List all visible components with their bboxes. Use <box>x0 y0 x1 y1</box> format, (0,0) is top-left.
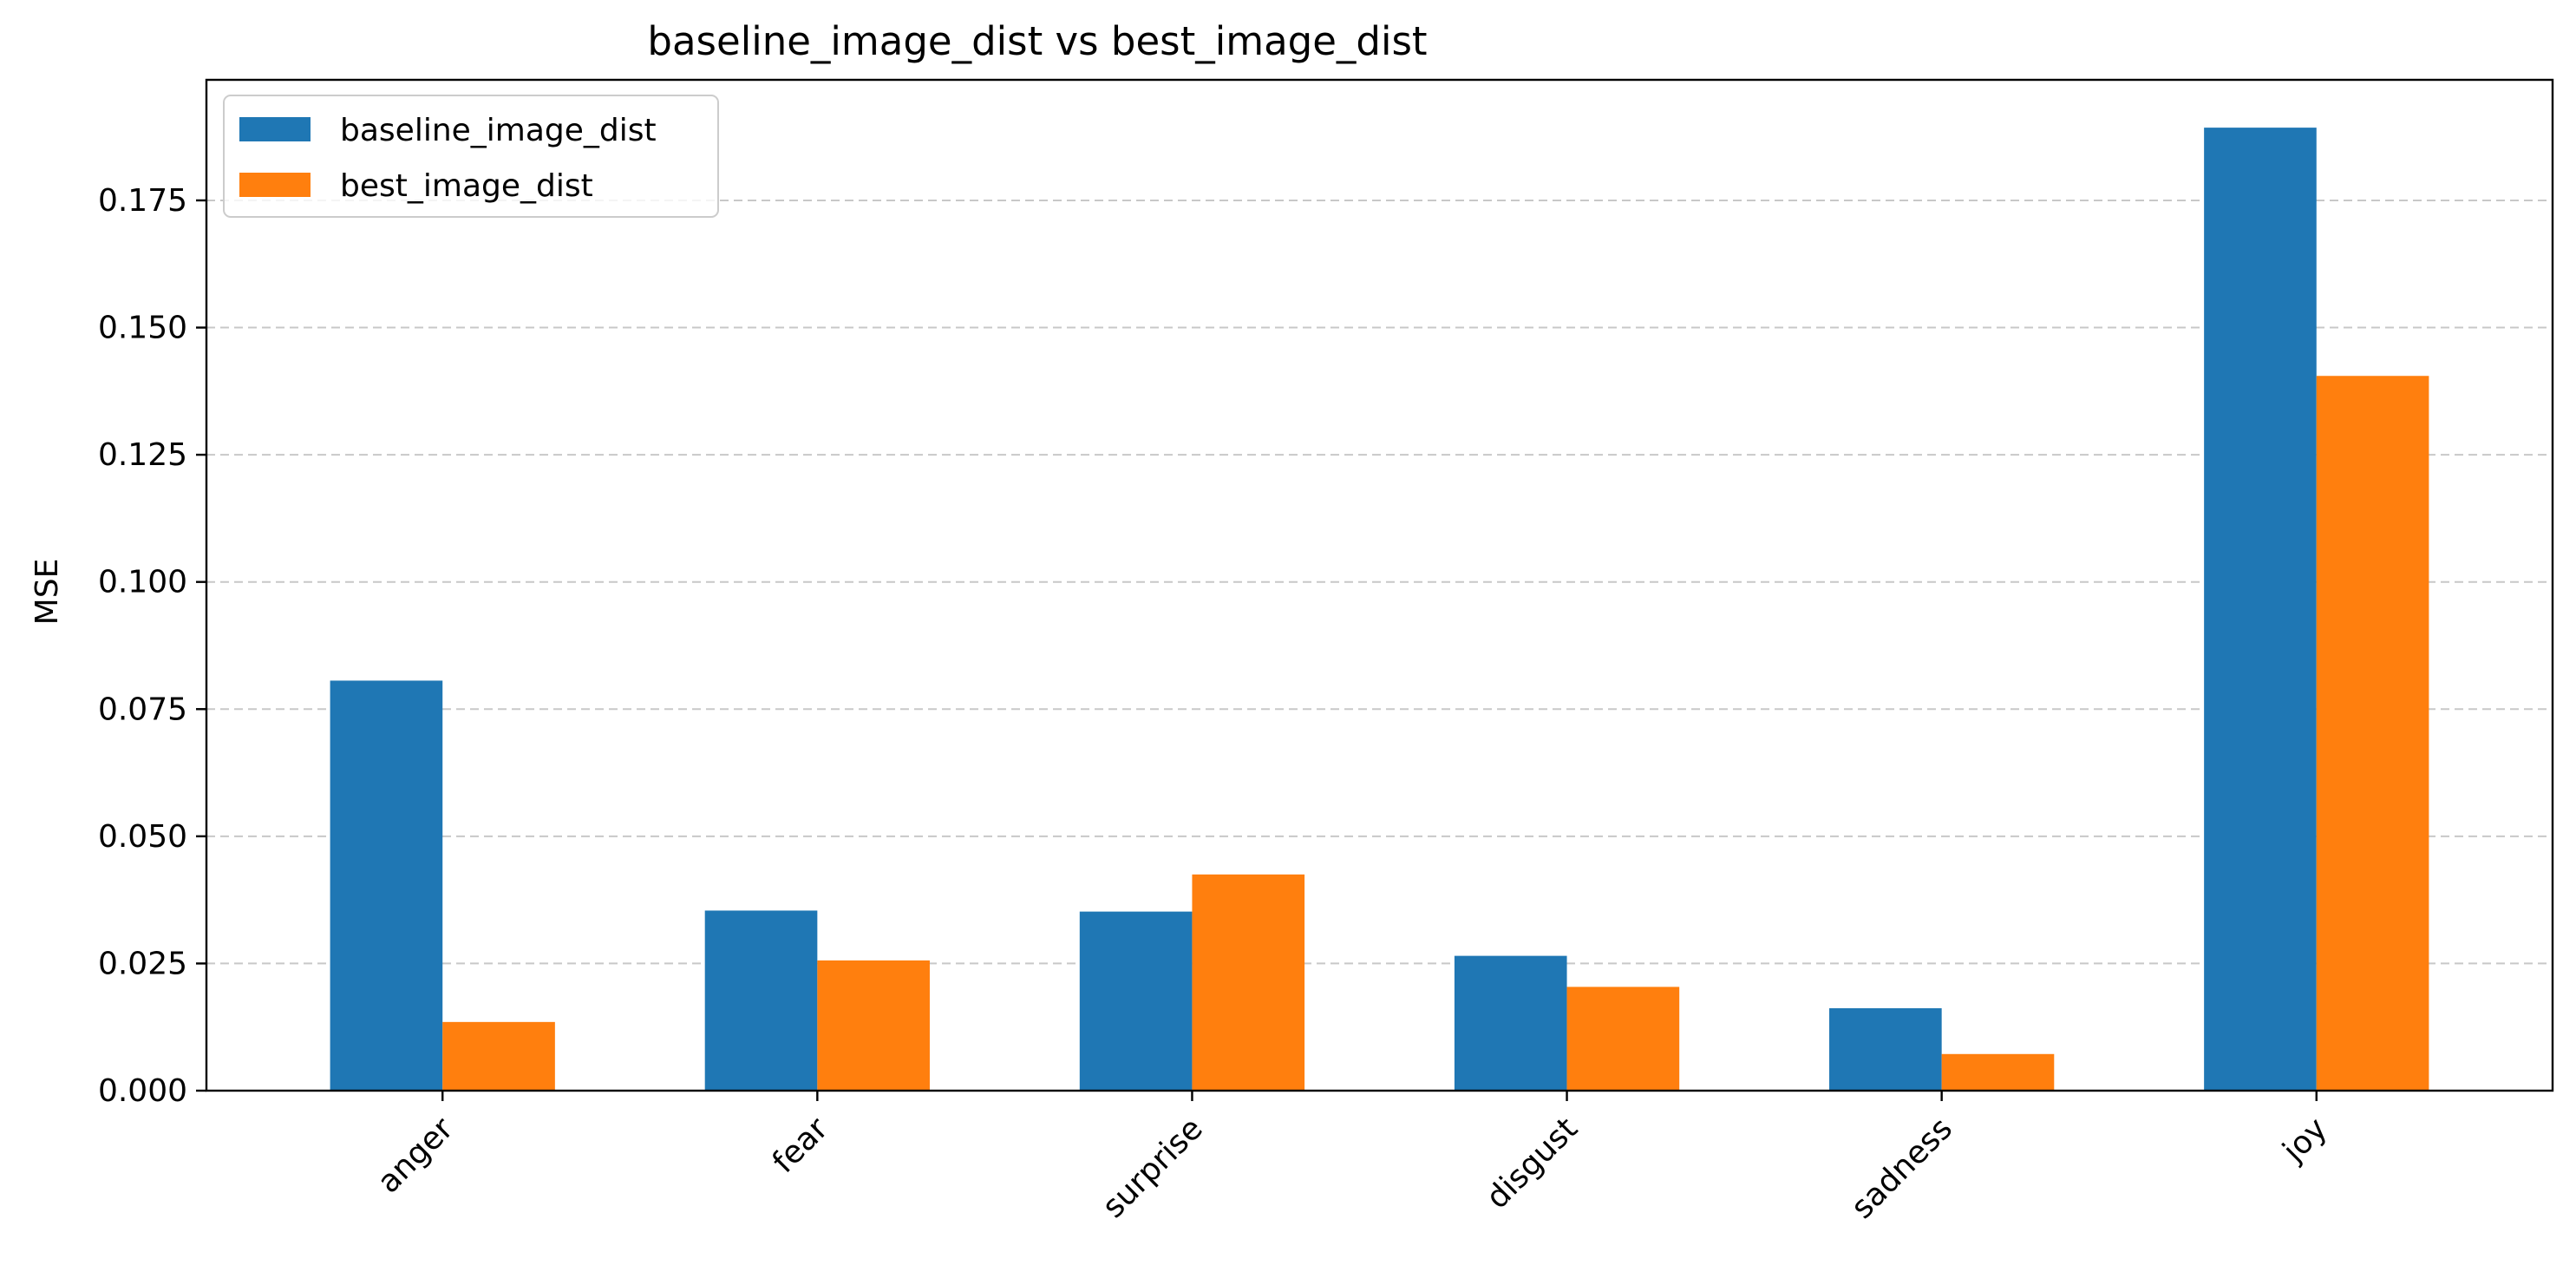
bar-baseline_image_dist-sadness <box>1829 1008 1942 1091</box>
bar-baseline_image_dist-surprise <box>1079 911 1193 1091</box>
bar-baseline_image_dist-fear <box>704 910 818 1091</box>
plot-frame <box>205 78 2554 1092</box>
legend-label-baseline_image_dist: baseline_image_dist <box>340 113 657 148</box>
bar-best_image_dist-disgust <box>1566 987 1680 1091</box>
y-tick-label: 0.000 <box>98 1073 187 1109</box>
chart-title: baseline_image_dist vs best_image_dist <box>647 18 1427 64</box>
y-tick-label: 0.150 <box>98 311 187 346</box>
y-tick-label: 0.050 <box>98 819 187 855</box>
y-tick-label: 0.025 <box>98 946 187 981</box>
legend-swatch-best_image_dist <box>239 173 311 197</box>
legend: baseline_image_dist best_image_dist <box>223 95 719 218</box>
bar-baseline_image_dist-anger <box>330 680 443 1091</box>
bar-baseline_image_dist-joy <box>2204 128 2317 1091</box>
bar-baseline_image_dist-disgust <box>1454 955 1567 1091</box>
y-tick-label: 0.100 <box>98 565 187 600</box>
y-axis-label: MSE <box>29 559 65 626</box>
bar-best_image_dist-joy <box>2316 376 2429 1091</box>
y-tick-label: 0.125 <box>98 437 187 473</box>
y-tick-label: 0.075 <box>98 692 187 727</box>
y-tick-label: 0.175 <box>98 183 187 219</box>
bar-best_image_dist-anger <box>442 1021 555 1091</box>
bars <box>330 128 2429 1091</box>
legend-label-best_image_dist: best_image_dist <box>340 168 593 204</box>
bar-best_image_dist-sadness <box>1941 1053 2055 1091</box>
bar-best_image_dist-fear <box>817 960 930 1091</box>
legend-box <box>223 95 719 218</box>
gridlines <box>206 199 2553 965</box>
y-axis-ticks: 0.000 0.025 0.050 0.075 0.100 0.125 0.150 0.175 <box>98 183 206 1109</box>
bar-best_image_dist-surprise <box>1192 874 1305 1091</box>
legend-swatch-baseline_image_dist <box>239 117 311 141</box>
